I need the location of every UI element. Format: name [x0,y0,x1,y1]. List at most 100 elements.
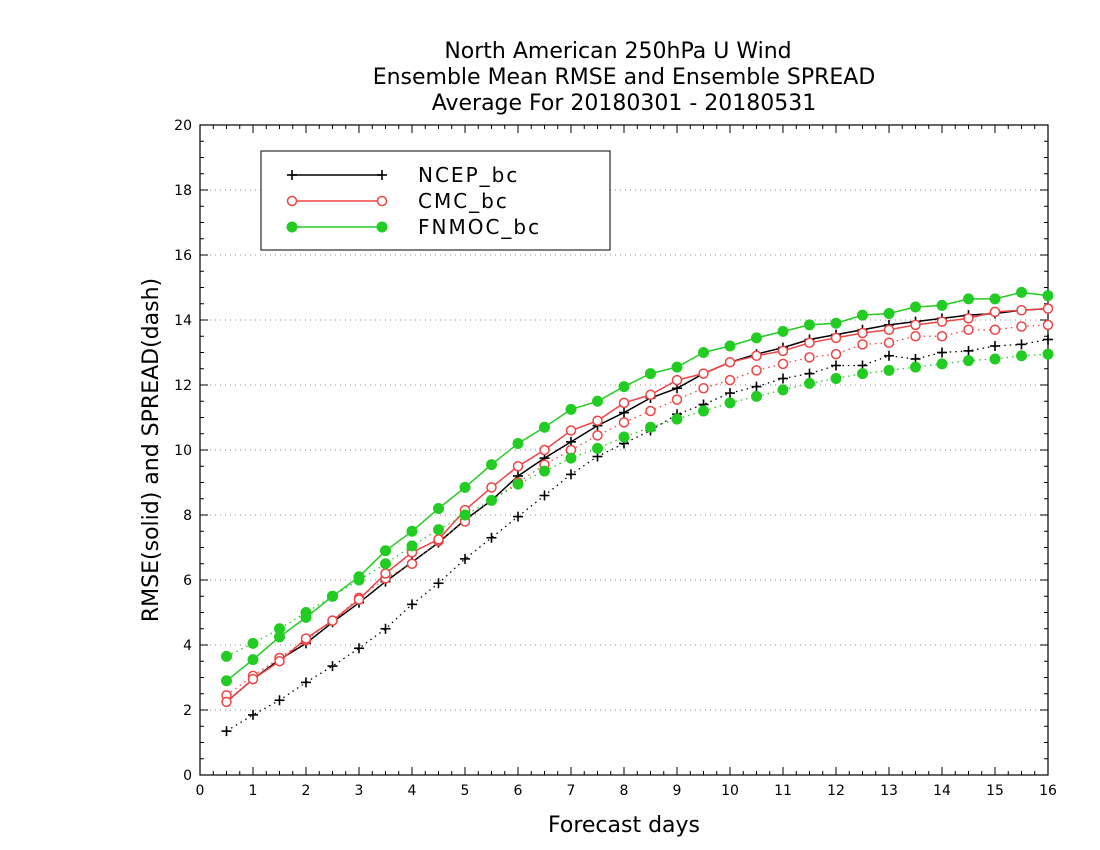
point-cmc-bc-spread [698,383,709,394]
y-tick-label: 8 [183,508,192,524]
point-ncep-bc-spread [354,643,364,654]
point-fnmoc-bc-spread [406,540,418,552]
point-cmc-bc-spread [963,324,974,335]
point-cmc-bc-spread [857,339,868,350]
point-fnmoc-bc-rmse [645,368,656,380]
point-fnmoc-bc-rmse [406,525,418,537]
point-fnmoc-bc-rmse [936,299,948,311]
point-ncep-bc-spread [274,695,285,706]
point-fnmoc-bc-rmse [353,571,365,583]
legend-label-fnmoc-bc: FNMOC_bc [418,215,541,239]
point-fnmoc-bc-spread [539,465,550,477]
point-ncep-bc-spread [1016,339,1027,350]
point-fnmoc-bc-rmse [1016,286,1027,298]
point-cmc-bc-rmse [512,461,524,472]
point-cmc-bc-rmse [539,444,550,456]
point-cmc-bc-rmse [486,482,497,493]
point-fnmoc-bc-spread [963,355,974,367]
point-ncep-bc-spread [513,511,523,522]
chart-title-line-1: North American 250hPa U Wind [444,39,791,64]
point-cmc-bc-spread [618,417,630,428]
point-fnmoc-bc-spread [671,413,683,425]
point-ncep-bc-spread [751,381,762,392]
point-fnmoc-bc-rmse [274,631,285,643]
point-cmc-bc-rmse [353,594,365,605]
point-fnmoc-bc-rmse [777,325,789,337]
series-ncep-bc-spread [221,334,1053,737]
point-cmc-bc-rmse [1016,305,1027,316]
series-cmc-bc-rmse [221,303,1054,708]
y-tick-label: 2 [183,703,192,719]
point-fnmoc-bc-rmse [433,503,444,514]
point-fnmoc-bc-spread [698,405,709,417]
point-cmc-bc-spread [1042,319,1054,331]
point-fnmoc-bc-rmse [910,301,921,313]
x-tick-label: 9 [673,783,682,799]
y-axis-title: RMSE(solid) and SPREAD(dash) [139,278,164,622]
x-tick-label: 13 [880,783,898,799]
point-cmc-bc-rmse [724,357,736,368]
point-ncep-bc-spread [778,373,788,384]
point-cmc-bc-spread [751,365,762,376]
point-fnmoc-bc-spread [857,368,868,380]
point-fnmoc-bc-rmse [327,590,338,602]
x-tick-label: 14 [933,783,951,799]
y-tick-label: 6 [183,573,192,589]
legend-label-ncep-bc: NCEP_bc [418,163,519,187]
point-ncep-bc-spread [963,345,974,356]
point-fnmoc-bc-rmse [459,481,471,493]
point-cmc-bc-rmse [274,656,285,667]
y-tick-label: 14 [174,313,192,329]
point-fnmoc-bc-rmse [247,654,259,666]
point-fnmoc-bc-spread [433,524,444,536]
legend-marker-ncep-bc [377,170,387,180]
point-fnmoc-bc-rmse [989,293,1001,305]
point-fnmoc-bc-spread [777,384,789,396]
point-fnmoc-bc-spread [910,361,921,373]
point-ncep-bc-spread [327,661,338,672]
point-cmc-bc-rmse [1042,303,1054,314]
point-cmc-bc-rmse [698,368,709,379]
point-cmc-bc-spread [645,405,656,417]
point-ncep-bc-spread [433,578,444,589]
legend-label-cmc-bc: CMC_bc [418,189,509,213]
x-tick-label: 3 [355,783,364,799]
point-fnmoc-bc-spread [751,390,762,402]
point-cmc-bc-rmse [327,615,338,626]
y-tick-label: 12 [174,378,192,394]
point-fnmoc-bc-rmse [883,308,895,319]
chart-title-line-3: Average For 20180301 - 20180531 [432,91,817,116]
point-fnmoc-bc-spread [512,478,524,490]
point-fnmoc-bc-spread [724,397,736,409]
point-cmc-bc-rmse [380,568,391,579]
point-fnmoc-bc-spread [989,353,1001,365]
point-ncep-bc-spread [937,347,947,358]
point-fnmoc-bc-rmse [963,293,974,305]
legend-marker-fnmoc-bc [286,221,298,233]
point-cmc-bc-rmse [565,425,577,436]
point-fnmoc-bc-rmse [751,332,762,344]
point-cmc-bc-rmse [989,306,1001,318]
point-ncep-bc-spread [539,490,550,501]
point-fnmoc-bc-rmse [830,317,842,329]
x-tick-label: 15 [986,783,1004,799]
series-ncep-bc-spread-line [226,338,1049,732]
point-fnmoc-bc-spread [380,558,391,570]
point-fnmoc-bc-rmse [698,347,709,358]
legend-marker-ncep-bc [287,170,297,180]
point-fnmoc-bc-rmse [857,309,868,321]
point-ncep-bc-spread [1043,334,1053,345]
point-fnmoc-bc-rmse [486,459,497,471]
x-tick-label: 2 [302,783,311,799]
x-tick-label: 16 [1039,783,1057,799]
point-fnmoc-bc-spread [618,431,630,443]
point-cmc-bc-spread [830,348,842,360]
point-cmc-bc-rmse [433,534,444,545]
point-fnmoc-bc-spread [1042,348,1054,360]
point-cmc-bc-rmse [804,337,815,348]
point-fnmoc-bc-rmse [671,361,683,373]
point-ncep-bc-spread [407,599,417,610]
x-tick-label: 8 [620,783,629,799]
point-cmc-bc-spread [777,358,789,370]
